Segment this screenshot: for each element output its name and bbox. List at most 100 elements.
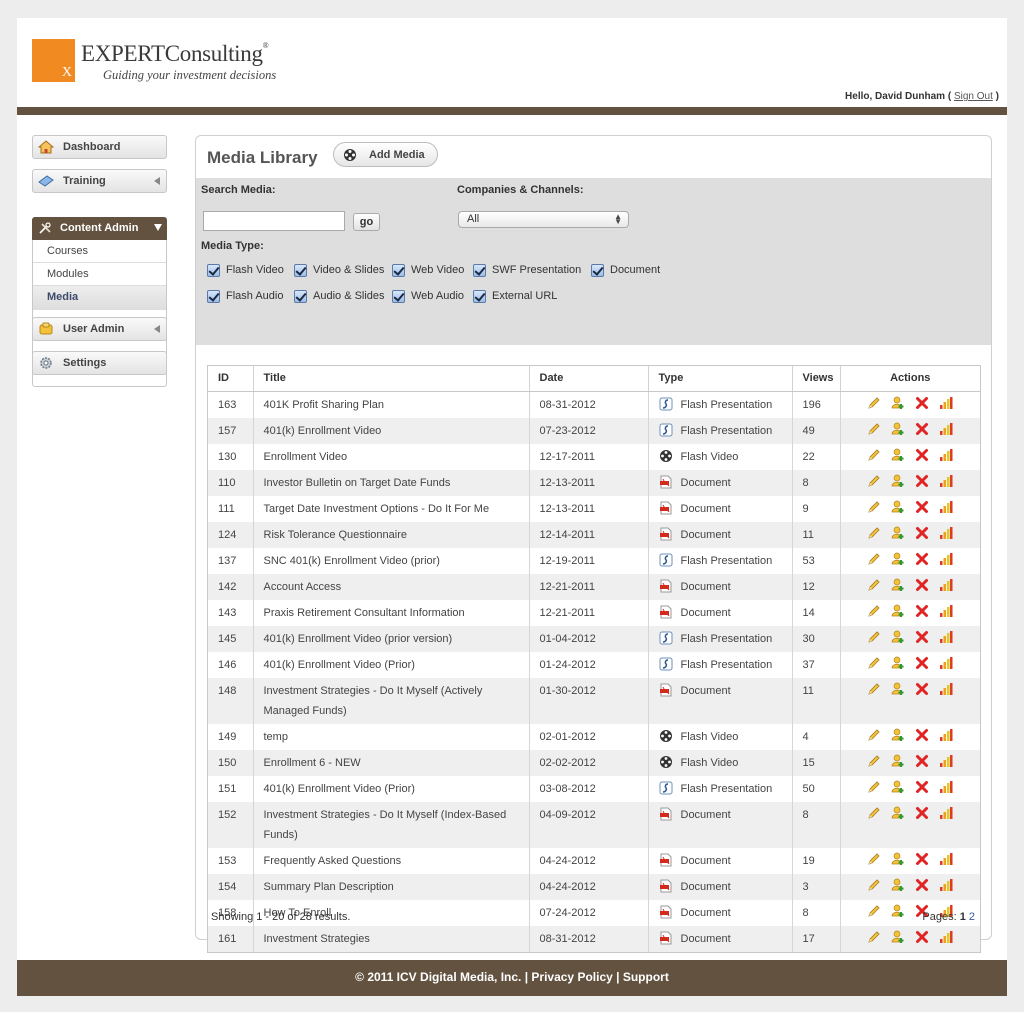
add-user-icon[interactable] xyxy=(891,552,905,566)
sidebar-item-courses[interactable]: Courses xyxy=(33,240,166,263)
sidebar-item-media[interactable]: Media xyxy=(33,286,166,310)
stats-chart-icon[interactable] xyxy=(939,780,953,794)
sign-out-link[interactable]: Sign Out xyxy=(953,91,993,102)
edit-pencil-icon[interactable] xyxy=(867,422,881,436)
stats-chart-icon[interactable] xyxy=(939,806,953,820)
stats-chart-icon[interactable] xyxy=(939,422,953,436)
add-user-icon[interactable] xyxy=(891,396,905,410)
col-header-title[interactable]: Title xyxy=(253,366,530,392)
delete-x-icon[interactable] xyxy=(915,448,929,462)
edit-pencil-icon[interactable] xyxy=(867,656,881,670)
add-user-icon[interactable] xyxy=(891,656,905,670)
edit-pencil-icon[interactable] xyxy=(867,852,881,866)
edit-pencil-icon[interactable] xyxy=(867,806,881,820)
companies-select[interactable]: All ▲ ▼ xyxy=(458,211,629,228)
add-user-icon[interactable] xyxy=(891,630,905,644)
stats-chart-icon[interactable] xyxy=(939,930,953,944)
nav-dashboard[interactable]: Dashboard xyxy=(32,135,167,159)
stats-chart-icon[interactable] xyxy=(939,448,953,462)
delete-x-icon[interactable] xyxy=(915,852,929,866)
delete-x-icon[interactable] xyxy=(915,806,929,820)
edit-pencil-icon[interactable] xyxy=(867,500,881,514)
stats-chart-icon[interactable] xyxy=(939,728,953,742)
delete-x-icon[interactable] xyxy=(915,754,929,768)
stats-chart-icon[interactable] xyxy=(939,656,953,670)
add-user-icon[interactable] xyxy=(891,878,905,892)
stats-chart-icon[interactable] xyxy=(939,630,953,644)
edit-pencil-icon[interactable] xyxy=(867,448,881,462)
edit-pencil-icon[interactable] xyxy=(867,878,881,892)
add-user-icon[interactable] xyxy=(891,474,905,488)
add-user-icon[interactable] xyxy=(891,806,905,820)
add-user-icon[interactable] xyxy=(891,526,905,540)
stats-chart-icon[interactable] xyxy=(939,526,953,540)
delete-x-icon[interactable] xyxy=(915,604,929,618)
add-user-icon[interactable] xyxy=(891,604,905,618)
edit-pencil-icon[interactable] xyxy=(867,396,881,410)
add-user-icon[interactable] xyxy=(891,422,905,436)
col-header-date[interactable]: Date xyxy=(529,366,649,392)
delete-x-icon[interactable] xyxy=(915,396,929,410)
edit-pencil-icon[interactable] xyxy=(867,552,881,566)
stats-chart-icon[interactable] xyxy=(939,904,953,918)
brand-logo[interactable]: X EXPERTConsulting® Guiding your investm… xyxy=(32,39,292,85)
stats-chart-icon[interactable] xyxy=(939,604,953,618)
delete-x-icon[interactable] xyxy=(915,526,929,540)
add-user-icon[interactable] xyxy=(891,448,905,462)
edit-pencil-icon[interactable] xyxy=(867,728,881,742)
edit-pencil-icon[interactable] xyxy=(867,578,881,592)
stats-chart-icon[interactable] xyxy=(939,852,953,866)
delete-x-icon[interactable] xyxy=(915,682,929,696)
stats-chart-icon[interactable] xyxy=(939,878,953,892)
add-user-icon[interactable] xyxy=(891,728,905,742)
edit-pencil-icon[interactable] xyxy=(867,754,881,768)
delete-x-icon[interactable] xyxy=(915,422,929,436)
edit-pencil-icon[interactable] xyxy=(867,904,881,918)
stats-chart-icon[interactable] xyxy=(939,754,953,768)
edit-pencil-icon[interactable] xyxy=(867,474,881,488)
support-link[interactable]: Support xyxy=(622,970,669,984)
add-media-button[interactable]: Add Media xyxy=(333,142,438,167)
col-header-type[interactable]: Type xyxy=(648,366,793,392)
add-user-icon[interactable] xyxy=(891,578,905,592)
stats-chart-icon[interactable] xyxy=(939,474,953,488)
edit-pencil-icon[interactable] xyxy=(867,630,881,644)
nav-user-admin[interactable]: User Admin xyxy=(32,317,167,341)
delete-x-icon[interactable] xyxy=(915,500,929,514)
add-user-icon[interactable] xyxy=(891,682,905,696)
delete-x-icon[interactable] xyxy=(915,930,929,944)
delete-x-icon[interactable] xyxy=(915,552,929,566)
delete-x-icon[interactable] xyxy=(915,578,929,592)
delete-x-icon[interactable] xyxy=(915,728,929,742)
edit-pencil-icon[interactable] xyxy=(867,682,881,696)
nav-settings[interactable]: Settings xyxy=(32,351,167,375)
delete-x-icon[interactable] xyxy=(915,904,929,918)
add-user-icon[interactable] xyxy=(891,780,905,794)
stats-chart-icon[interactable] xyxy=(939,500,953,514)
delete-x-icon[interactable] xyxy=(915,656,929,670)
stats-chart-icon[interactable] xyxy=(939,578,953,592)
nav-training[interactable]: Training xyxy=(32,169,167,193)
stats-chart-icon[interactable] xyxy=(939,396,953,410)
stats-chart-icon[interactable] xyxy=(939,682,953,696)
content-admin-header[interactable]: Content Admin xyxy=(32,217,167,240)
add-user-icon[interactable] xyxy=(891,754,905,768)
delete-x-icon[interactable] xyxy=(915,878,929,892)
go-button[interactable]: go xyxy=(353,213,380,231)
delete-x-icon[interactable] xyxy=(915,630,929,644)
page-link-2[interactable]: 2 xyxy=(968,911,975,923)
delete-x-icon[interactable] xyxy=(915,474,929,488)
add-user-icon[interactable] xyxy=(891,852,905,866)
edit-pencil-icon[interactable] xyxy=(867,780,881,794)
edit-pencil-icon[interactable] xyxy=(867,604,881,618)
delete-x-icon[interactable] xyxy=(915,780,929,794)
add-user-icon[interactable] xyxy=(891,904,905,918)
edit-pencil-icon[interactable] xyxy=(867,930,881,944)
add-user-icon[interactable] xyxy=(891,930,905,944)
edit-pencil-icon[interactable] xyxy=(867,526,881,540)
stats-chart-icon[interactable] xyxy=(939,552,953,566)
add-user-icon[interactable] xyxy=(891,500,905,514)
col-header-views[interactable]: Views xyxy=(792,366,841,392)
col-header-id[interactable]: ID xyxy=(208,366,254,392)
privacy-policy-link[interactable]: Privacy Policy xyxy=(531,970,613,984)
